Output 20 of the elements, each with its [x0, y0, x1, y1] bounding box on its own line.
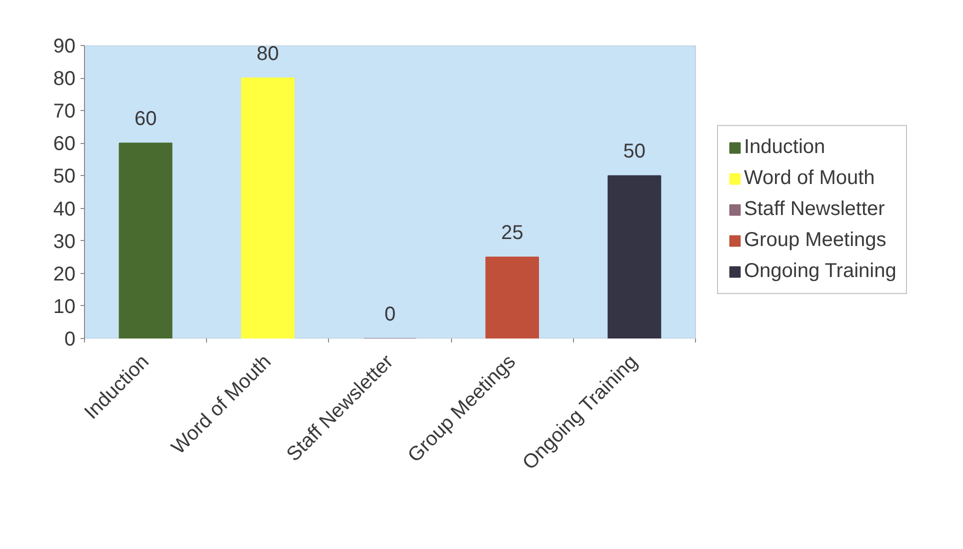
y-tick-label: 0: [64, 328, 76, 350]
y-tick-label: 10: [53, 296, 76, 318]
data-label: 50: [623, 140, 646, 163]
data-label: 0: [384, 304, 396, 326]
y-tick-label: 50: [53, 166, 76, 188]
y-tick-label: 40: [53, 198, 76, 220]
legend-label: Ongoing Training: [744, 260, 896, 283]
y-tick-label: 60: [53, 133, 76, 156]
y-tick-label: 90: [53, 36, 76, 58]
legend-label: Group Meetings: [744, 229, 886, 252]
y-tick-label: 80: [53, 68, 76, 90]
data-label: 80: [256, 43, 279, 66]
legend-label: Staff Newsletter: [744, 198, 885, 221]
legend-label: Induction: [744, 136, 826, 159]
data-label: 25: [501, 222, 524, 244]
y-tick-label: 30: [53, 230, 76, 253]
y-tick-label: 70: [53, 100, 76, 123]
legend-label: Word of Mouth: [744, 167, 875, 190]
data-label: 60: [134, 108, 157, 130]
y-tick-label: 20: [53, 263, 76, 286]
